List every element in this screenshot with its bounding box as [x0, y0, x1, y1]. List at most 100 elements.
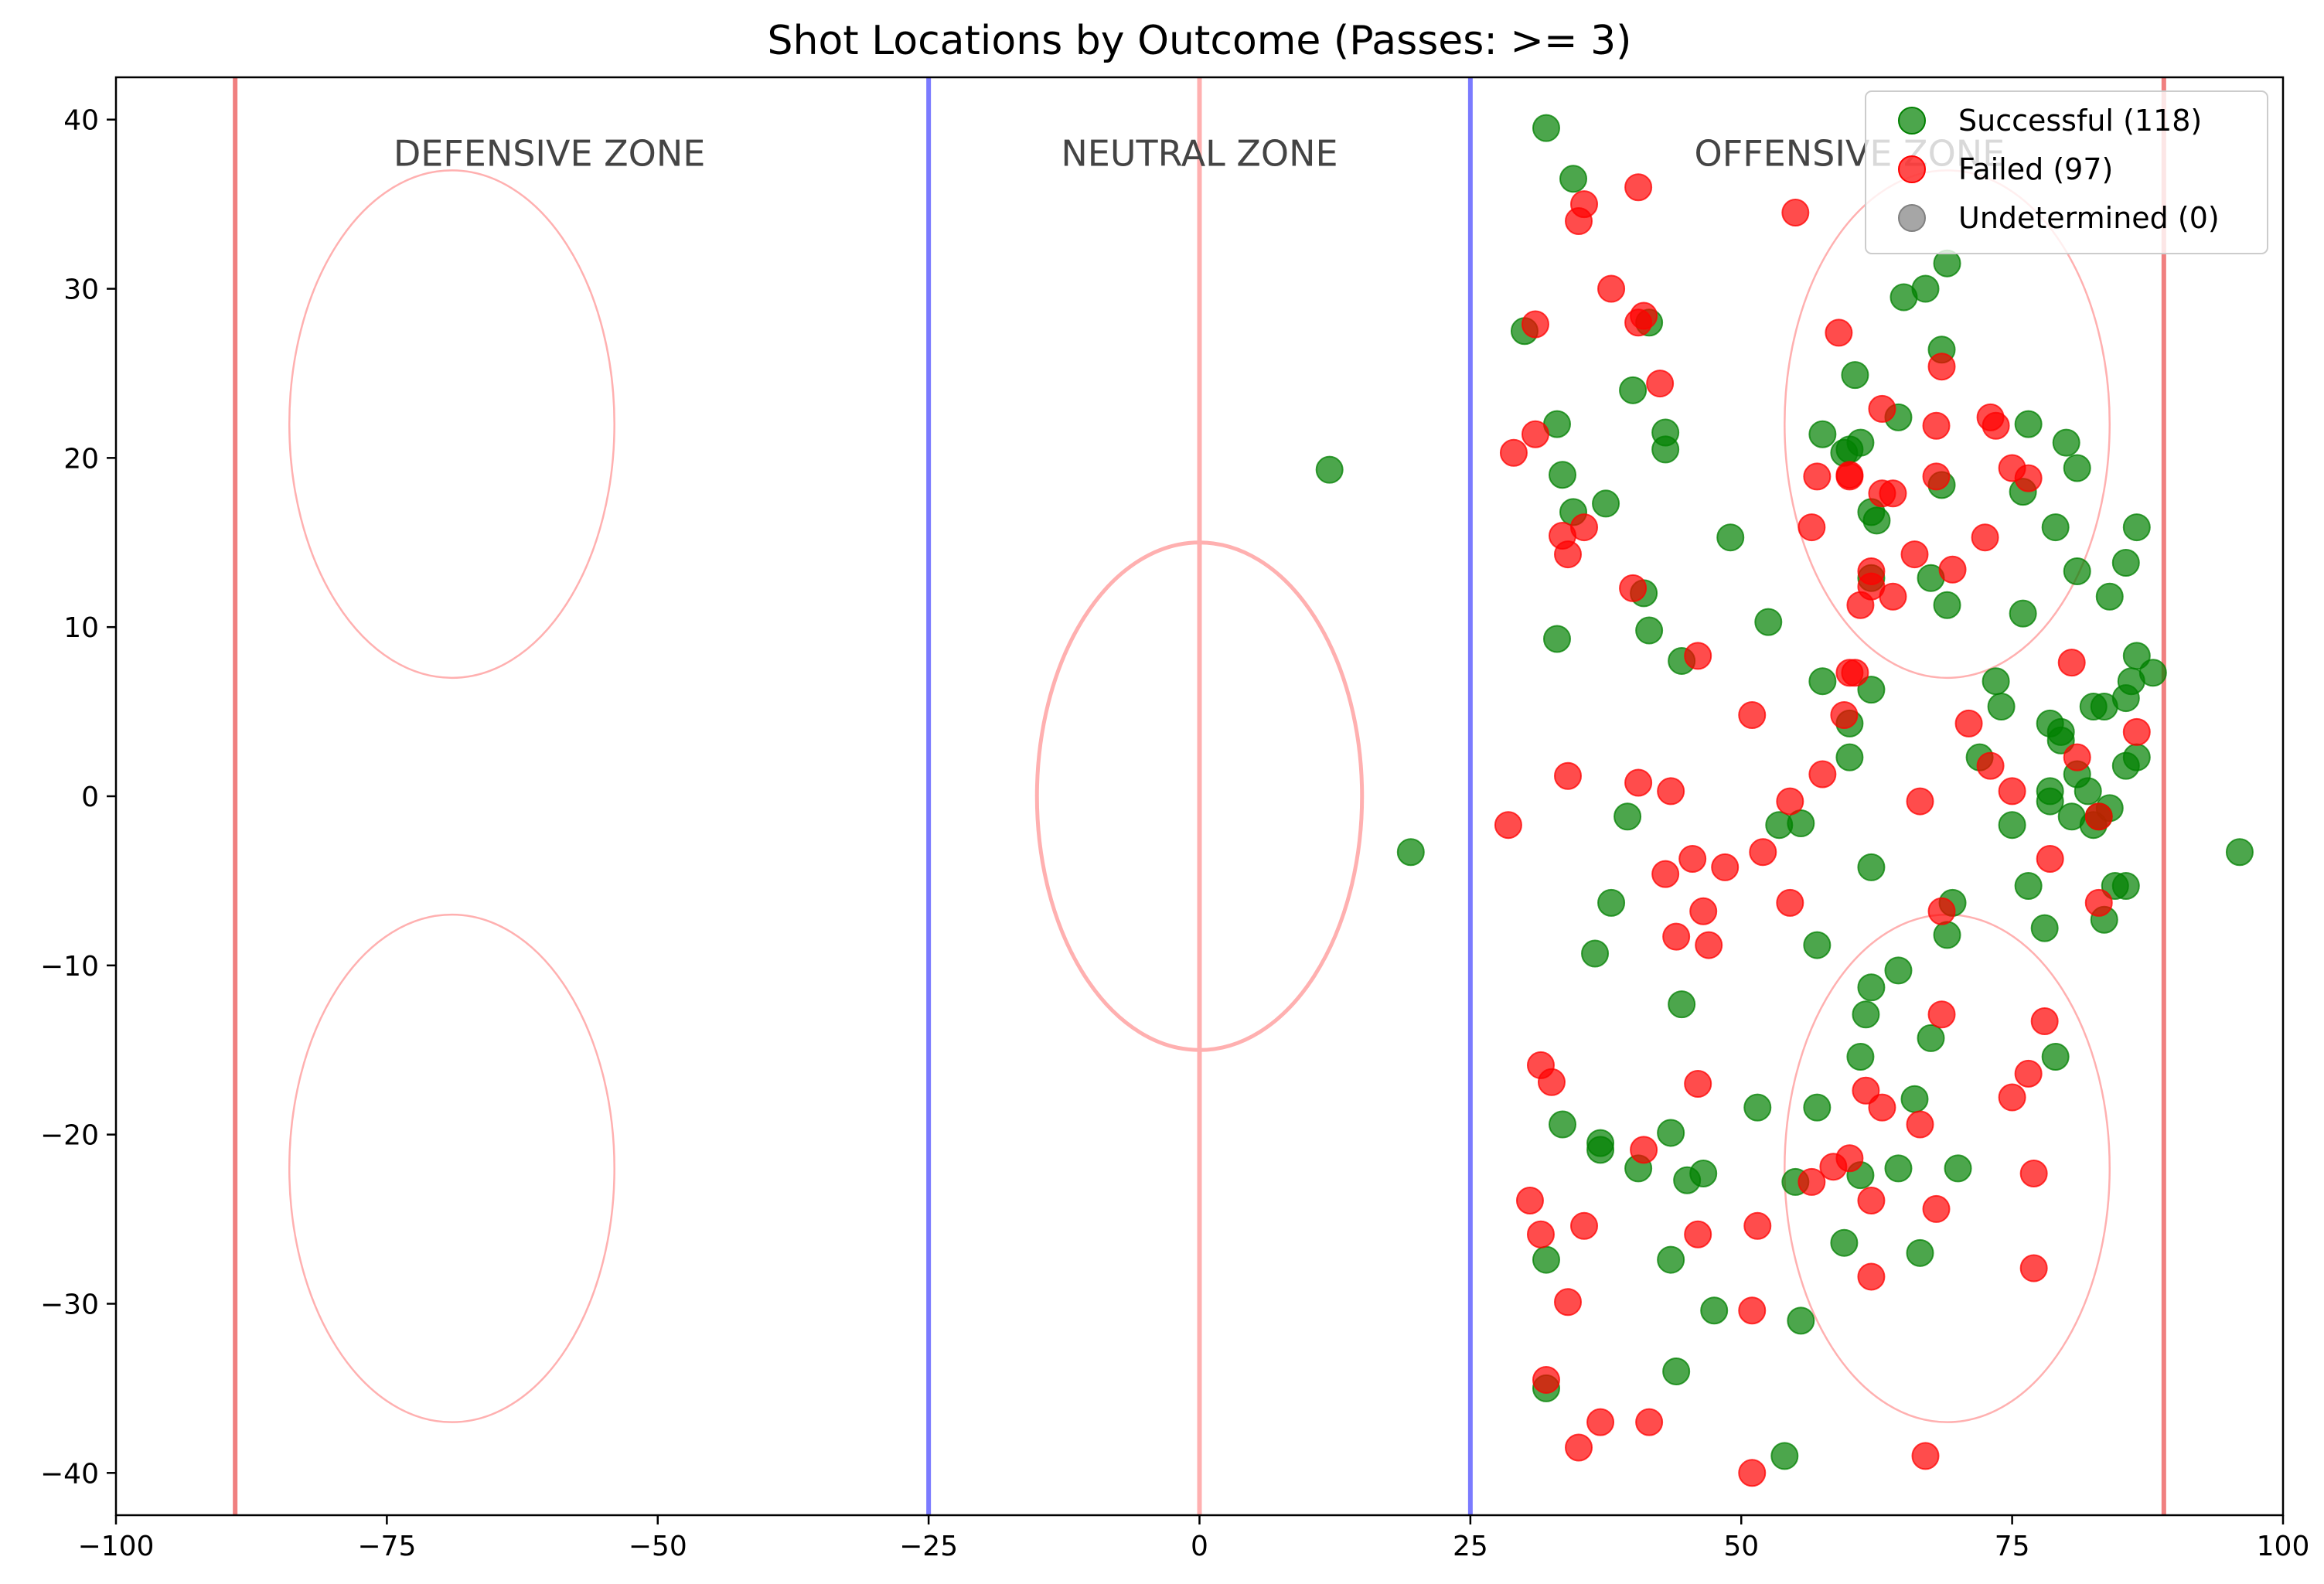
chart-legend: Successful (118) Failed (97) Undetermined … — [1865, 90, 2268, 254]
scatter-point-series-1 — [1825, 319, 1853, 347]
scatter-point-series-1 — [1695, 931, 1723, 959]
scatter-point-series-1 — [1635, 1408, 1664, 1436]
scatter-point-series-0 — [1862, 506, 1891, 535]
scatter-point-series-0 — [2063, 454, 2091, 482]
scatter-point-series-1 — [1749, 838, 1777, 867]
scatter-point-series-1 — [1554, 1288, 1583, 1317]
scatter-point-series-1 — [1678, 844, 1707, 873]
scatter-point-series-0 — [1657, 1119, 1685, 1147]
chart-title: Shot Locations by Outcome (Passes: >= 3) — [768, 18, 1632, 64]
scatter-point-series-1 — [1922, 411, 1951, 440]
legend-marker — [1898, 204, 1926, 232]
x-tick-label: −75 — [357, 1531, 416, 1562]
scatter-point-series-0 — [2052, 428, 2080, 457]
scatter-point-series-1 — [2122, 717, 2151, 746]
scatter-point-series-0 — [1532, 114, 1560, 142]
scatter-point-series-1 — [1906, 787, 1934, 816]
scatter-point-series-0 — [1933, 591, 1961, 619]
y-axis-ticks: −40 −30 −20 −10 0 10 20 30 40 — [40, 105, 116, 1490]
scatter-point-series-1 — [2057, 649, 2086, 677]
scatter-point-series-1 — [1499, 438, 1528, 467]
scatter-point-series-0 — [1716, 523, 1745, 552]
scatter-point-series-0 — [1651, 435, 1680, 464]
scatter-point-series-0 — [1884, 956, 1913, 985]
scatter-point-series-1 — [2019, 1159, 2048, 1187]
scatter-point-series-1 — [1954, 709, 1983, 737]
legend-label: Undetermined (0) — [1958, 201, 2220, 235]
scatter-point-series-1 — [1570, 513, 1599, 542]
scatter-point-series-1 — [1537, 1068, 1566, 1096]
y-tick-label: 30 — [63, 274, 99, 306]
scatter-point-series-0 — [1668, 990, 1696, 1019]
scatter-point-series-0 — [2122, 513, 2151, 542]
scatter-point-series-0 — [1808, 667, 1837, 696]
y-tick-label: 40 — [63, 105, 99, 137]
scatter-point-series-0 — [2074, 777, 2102, 806]
scatter-point-series-0 — [1787, 1306, 1815, 1335]
scatter-point-series-0 — [1787, 809, 1815, 838]
legend-marker — [1898, 155, 1926, 183]
scatter-point-series-1 — [2014, 1059, 2043, 1088]
zone-labels: DEFENSIVE ZONE NEUTRAL ZONE OFFENSIVE ZONE — [394, 132, 2005, 174]
scatter-point-series-1 — [2014, 464, 2043, 492]
scatter-point-series-0 — [1917, 1024, 1945, 1052]
scatter-point-series-1 — [1868, 394, 1896, 423]
legend-box — [1865, 90, 2268, 254]
scatter-point-series-0 — [1987, 693, 2016, 721]
scatter-point-series-1 — [1938, 555, 1967, 584]
scatter-point-series-0 — [2122, 642, 2151, 670]
scatter-point-series-1 — [1684, 1220, 1712, 1248]
scatter-point-series-1 — [1798, 513, 1826, 542]
scatter-point-series-1 — [1998, 1083, 2026, 1112]
faceoff-circle — [288, 169, 615, 680]
y-tick-label: −20 — [40, 1120, 99, 1152]
scatter-point-series-0 — [2014, 871, 2043, 900]
rink-markings — [233, 77, 2166, 1515]
scatter-point-series-0 — [2036, 787, 2064, 816]
x-tick-label: −100 — [78, 1531, 155, 1562]
scatter-point-series-1 — [1852, 1076, 1880, 1105]
scatter-point-series-1 — [1657, 777, 1685, 806]
scatter-point-series-1 — [1565, 207, 1593, 235]
scatter-point-series-0 — [1614, 802, 1642, 831]
x-axis-ticks: −100 −75 −50 −25 0 25 50 75 100 — [78, 1515, 2310, 1562]
scatter-point-series-1 — [1776, 888, 1804, 917]
scatter-point-series-1 — [1868, 1093, 1896, 1122]
data-points — [1315, 114, 2254, 1487]
scatter-point-series-1 — [1521, 310, 1549, 339]
scatter-point-series-0 — [1857, 973, 1886, 1002]
scatter-point-series-1 — [1879, 582, 1907, 611]
scatter-point-series-1 — [1835, 461, 1864, 489]
scatter-point-series-1 — [1494, 811, 1522, 840]
scatter-point-series-1 — [1570, 1211, 1599, 1240]
scatter-point-series-0 — [2063, 557, 2091, 585]
scatter-point-series-1 — [1922, 462, 1951, 491]
scatter-point-series-0 — [1754, 608, 1783, 636]
scatter-point-series-1 — [1646, 370, 1675, 398]
scatter-point-series-1 — [1738, 1296, 1767, 1325]
scatter-point-series-1 — [1532, 1365, 1560, 1394]
x-tick-label: −25 — [899, 1531, 958, 1562]
scatter-point-series-1 — [1830, 700, 1859, 729]
x-tick-label: 100 — [2257, 1531, 2310, 1562]
scatter-point-series-0 — [1542, 625, 1571, 653]
scatter-point-series-0 — [1657, 1245, 1685, 1274]
scatter-point-series-1 — [2030, 1007, 2059, 1036]
x-tick-label: 25 — [1453, 1531, 1488, 1562]
scatter-point-series-0 — [1830, 1228, 1859, 1257]
scatter-point-series-1 — [1684, 642, 1712, 670]
scatter-point-series-1 — [1857, 1262, 1886, 1291]
scatter-point-series-1 — [1689, 897, 1718, 925]
scatter-point-series-0 — [2111, 871, 2140, 900]
scatter-point-series-0 — [2225, 838, 2254, 867]
scatter-point-series-1 — [1586, 1408, 1615, 1436]
scatter-point-series-0 — [1982, 667, 2010, 696]
scatter-point-series-1 — [1798, 1167, 1826, 1196]
scatter-point-series-0 — [1933, 921, 1961, 949]
scatter-point-series-1 — [1819, 1153, 1848, 1181]
scatter-point-series-1 — [1900, 540, 1929, 569]
scatter-point-series-1 — [1554, 540, 1583, 569]
legend-label: Successful (118) — [1958, 104, 2202, 138]
scatter-point-series-1 — [1982, 411, 2010, 440]
